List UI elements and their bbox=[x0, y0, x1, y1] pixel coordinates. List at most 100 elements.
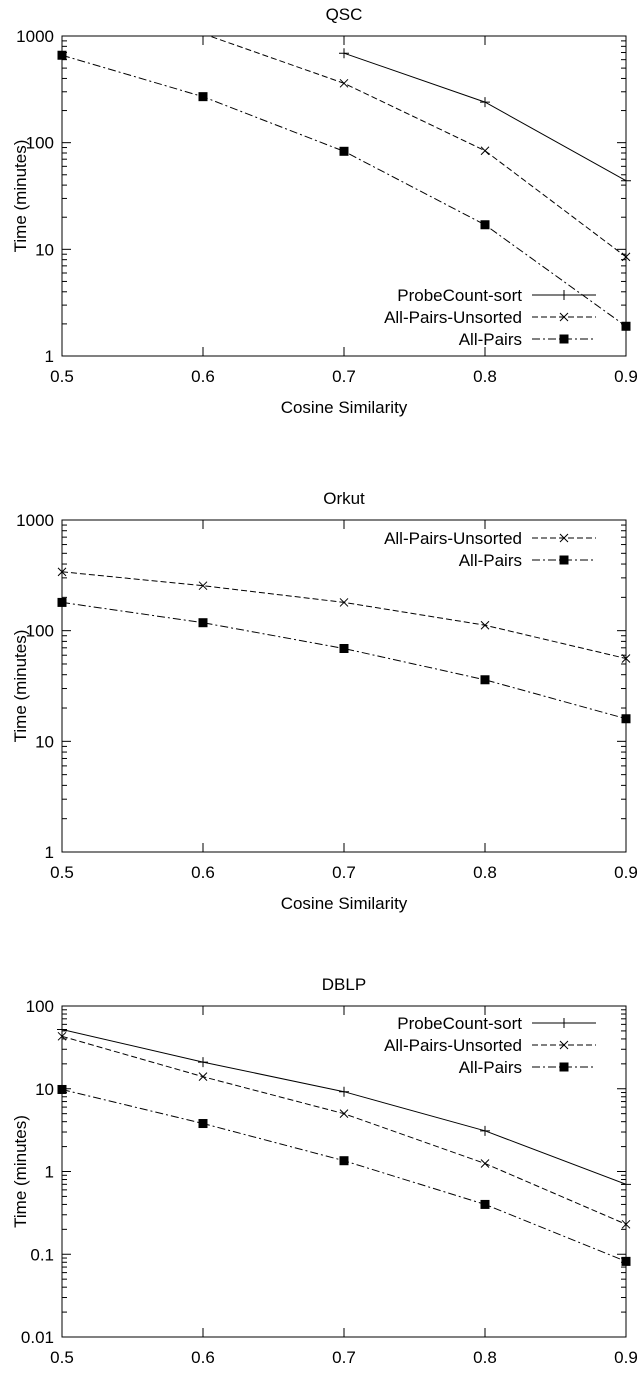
series-markers-probecount-sort bbox=[339, 48, 631, 186]
plus-marker bbox=[480, 97, 490, 108]
plus-marker bbox=[57, 1024, 67, 1035]
plot-frame bbox=[61, 1005, 627, 1338]
square-marker bbox=[621, 714, 631, 724]
y-tick-label: 100 bbox=[26, 134, 54, 153]
series-markers-all-pairs bbox=[57, 1084, 631, 1266]
y-axis-label: Time (minutes) bbox=[11, 140, 30, 253]
square-marker bbox=[339, 644, 349, 654]
y-tick-label: 1000 bbox=[16, 27, 54, 46]
square-marker bbox=[559, 1062, 569, 1072]
x-tick-label: 0.6 bbox=[191, 367, 215, 386]
series-line-all-pairs bbox=[62, 601, 626, 720]
x-tick-label: 0.7 bbox=[332, 367, 356, 386]
square-marker bbox=[198, 1119, 208, 1129]
y-tick-label: 100 bbox=[26, 622, 54, 641]
cross-marker bbox=[339, 598, 349, 607]
square-marker bbox=[621, 321, 631, 331]
square-marker bbox=[57, 597, 67, 607]
legend-label: All-Pairs bbox=[459, 551, 522, 570]
legend-label: ProbeCount-sort bbox=[397, 286, 522, 305]
cross-marker bbox=[621, 252, 631, 262]
plus-marker bbox=[339, 1086, 349, 1097]
x-tick-label: 0.7 bbox=[332, 1348, 356, 1367]
plot-frame bbox=[61, 519, 627, 853]
cross-marker bbox=[559, 533, 569, 543]
legend: ProbeCount-sort All-Pairs-Unsorted All-Pai… bbox=[384, 1014, 596, 1077]
y-tick-label: 10 bbox=[35, 732, 54, 751]
cross-marker bbox=[621, 654, 631, 663]
legend-label: All-Pairs-Unsorted bbox=[384, 308, 522, 327]
x-tick-label: 0.7 bbox=[332, 863, 356, 882]
x-tick-label: 0.9 bbox=[614, 863, 638, 882]
cross-marker bbox=[339, 78, 349, 88]
plus-marker bbox=[198, 1057, 208, 1068]
cross-marker bbox=[480, 620, 490, 630]
plus-marker bbox=[621, 1179, 631, 1190]
y-tick-label: 1 bbox=[45, 1163, 54, 1182]
x-tick-label: 0.8 bbox=[473, 1348, 497, 1367]
x-tick-label: 0.9 bbox=[614, 367, 638, 386]
series-line-all-pairs bbox=[62, 54, 626, 327]
cross-marker bbox=[198, 581, 208, 591]
y-tick-label: 1 bbox=[45, 843, 54, 862]
square-marker bbox=[559, 334, 569, 344]
x-axis-label: Cosine Similarity bbox=[281, 894, 408, 913]
series-line-all-pairs-unsorted bbox=[208, 36, 626, 258]
square-marker bbox=[480, 1199, 490, 1209]
x-tick-label: 0.5 bbox=[50, 1348, 74, 1367]
x-tick-label: 0.6 bbox=[191, 863, 215, 882]
square-marker bbox=[198, 618, 208, 628]
plus-marker bbox=[339, 48, 349, 59]
y-tick-label: 100 bbox=[26, 997, 54, 1016]
square-marker bbox=[621, 1256, 631, 1266]
series-line-probecount-sort bbox=[343, 52, 626, 182]
series-line-all-pairs bbox=[62, 1089, 626, 1262]
legend-label: All-Pairs-Unsorted bbox=[384, 529, 522, 548]
y-tick-label: 1000 bbox=[16, 511, 54, 530]
square-marker bbox=[198, 92, 208, 102]
chart-title: DBLP bbox=[322, 975, 366, 994]
y-tick-label: 0.01 bbox=[21, 1328, 54, 1347]
series-markers-all-pairs-unsorted bbox=[339, 78, 631, 262]
cross-marker bbox=[198, 1072, 208, 1082]
y-axis-label: Time (minutes) bbox=[11, 630, 30, 743]
plus-marker bbox=[559, 1018, 569, 1028]
square-marker bbox=[480, 220, 490, 230]
x-tick-label: 0.5 bbox=[50, 863, 74, 882]
x-tick-label: 0.8 bbox=[473, 863, 497, 882]
cross-marker bbox=[480, 146, 490, 156]
plus-marker bbox=[559, 290, 569, 300]
chart-title: QSC bbox=[326, 5, 363, 24]
square-marker bbox=[57, 1084, 67, 1094]
chart-0-plot-area bbox=[62, 36, 626, 327]
y-axis-label: Time (minutes) bbox=[11, 1115, 30, 1228]
series-line-all-pairs-unsorted bbox=[62, 1035, 626, 1225]
cross-marker bbox=[559, 1040, 569, 1050]
square-marker bbox=[339, 1156, 349, 1166]
x-tick-label: 0.6 bbox=[191, 1348, 215, 1367]
legend: ProbeCount-sort All-Pairs-Unsorted All-Pai… bbox=[384, 286, 596, 349]
plus-marker bbox=[621, 175, 631, 186]
legend-label: All-Pairs bbox=[459, 1058, 522, 1077]
y-tick-label: 0.1 bbox=[30, 1245, 54, 1264]
x-tick-label: 0.8 bbox=[473, 367, 497, 386]
legend: All-Pairs-Unsorted All-Pairs bbox=[384, 529, 596, 570]
series-markers-probecount-sort bbox=[57, 1024, 631, 1190]
cross-marker bbox=[339, 1109, 349, 1119]
square-marker bbox=[57, 50, 67, 60]
series-markers-all-pairs-unsorted bbox=[57, 1031, 631, 1229]
square-marker bbox=[559, 555, 569, 565]
series-markers-all-pairs-unsorted bbox=[57, 567, 631, 663]
chart-1: Orkut 1 10 100 1000 0.5 0.6 0.7 0.8 0.9 Cosine Sim… bbox=[11, 489, 638, 913]
cross-marker bbox=[621, 1219, 631, 1229]
x-axis-label: Cosine Similarity bbox=[281, 1379, 408, 1382]
legend-label: All-Pairs bbox=[459, 330, 522, 349]
series-markers-all-pairs bbox=[57, 597, 631, 724]
cross-marker bbox=[57, 1031, 67, 1041]
y-tick-label: 10 bbox=[35, 1080, 54, 1099]
chart-0: QSC 1 10 100 1000 0.5 0.6 0.7 0.8 0.9 Cosine Simil… bbox=[11, 5, 638, 417]
chart-title: Orkut bbox=[323, 489, 365, 508]
chart-2: DBLP 0.01 0.1 1 10 100 0.5 0.6 0.7 0.8 0.9 Cosine S… bbox=[11, 975, 638, 1382]
square-marker bbox=[339, 146, 349, 156]
